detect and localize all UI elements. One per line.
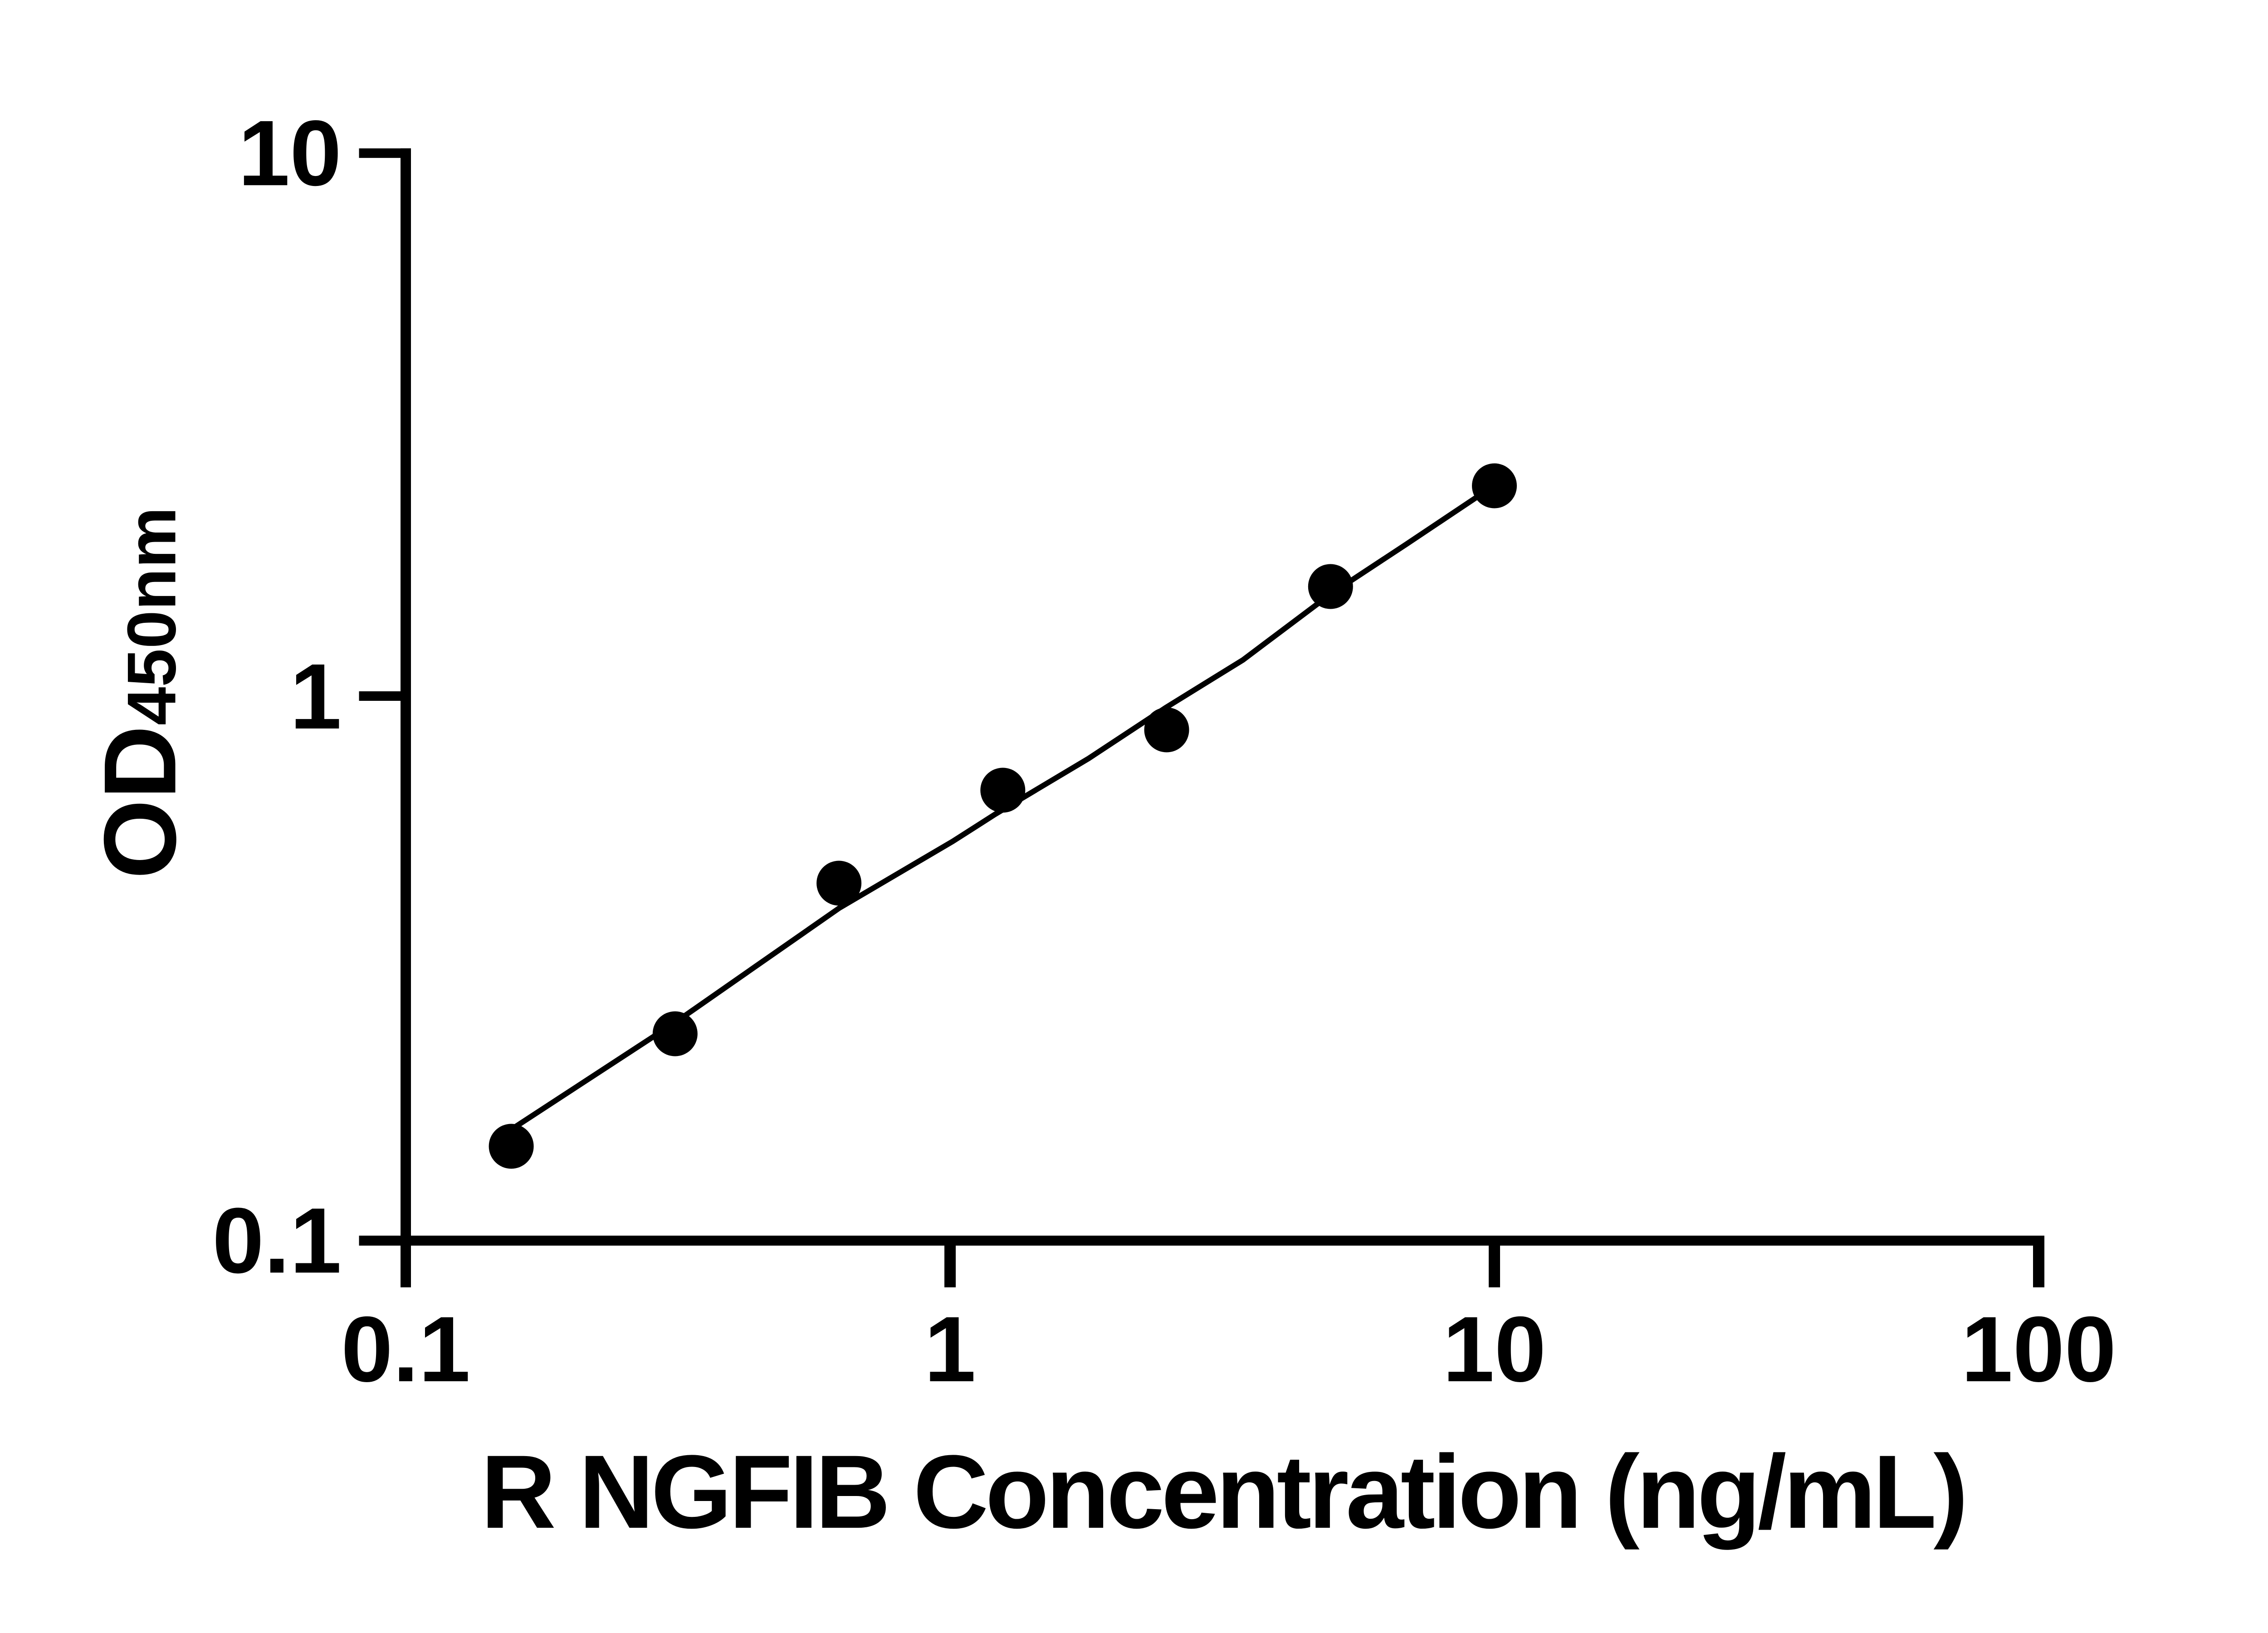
svg-text:R NGFIB Concentration (ng/mL): R NGFIB Concentration (ng/mL) [481,1433,1965,1550]
svg-text:10: 10 [238,101,342,205]
svg-text:0.1: 0.1 [212,1189,342,1293]
svg-text:100: 100 [1961,1297,2116,1401]
svg-text:OD450nm: OD450nm [83,507,197,879]
svg-text:1: 1 [290,645,342,748]
svg-text:1: 1 [924,1297,976,1401]
svg-text:10: 10 [1442,1297,1546,1401]
svg-text:0.1: 0.1 [341,1297,470,1401]
